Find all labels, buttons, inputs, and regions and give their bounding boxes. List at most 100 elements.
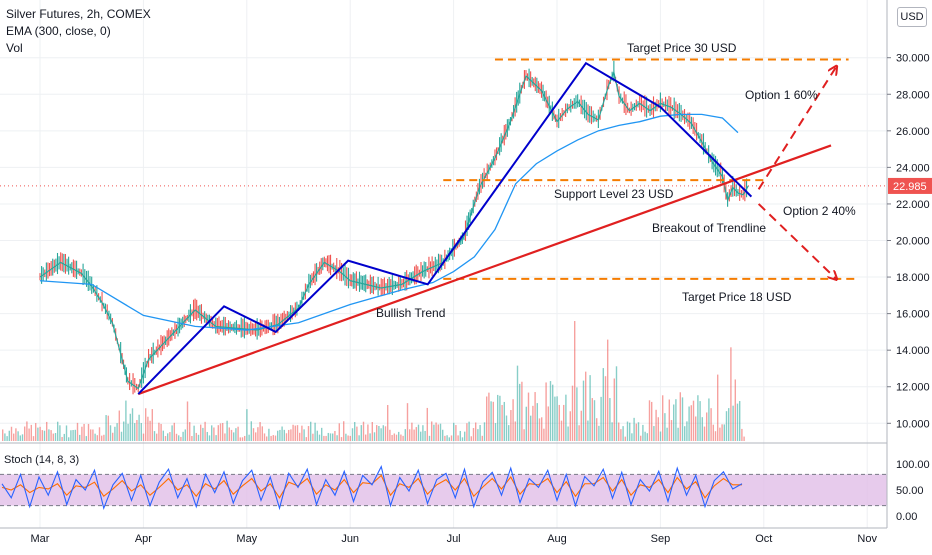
volume-bar [307, 426, 310, 441]
volume-bar [490, 401, 492, 441]
x-tick-label: May [236, 533, 257, 545]
volume-bar [468, 421, 470, 441]
volume-bar [670, 420, 673, 441]
volume-bar [538, 418, 541, 441]
volume-bar [327, 432, 329, 441]
volume-bar [681, 397, 684, 441]
volume-bar [112, 432, 114, 441]
volume-bar [285, 433, 288, 441]
volume-bar [35, 423, 37, 441]
volume-bar [54, 433, 57, 441]
volume-bar [325, 435, 327, 441]
volume-bar [413, 429, 415, 441]
volume-bar [578, 425, 580, 441]
volume-bar [398, 431, 400, 441]
volume-bar [734, 379, 736, 441]
volume-bar [692, 400, 695, 441]
volume-bar [428, 435, 431, 441]
volume-bar [547, 406, 549, 441]
volume-bar [459, 430, 461, 441]
volume-bar [404, 429, 406, 441]
y-tick-label: 28.000 [896, 89, 930, 101]
volume-bar [563, 404, 565, 441]
x-tick-label: Apr [135, 533, 152, 545]
symbol-title[interactable]: Silver Futures, 2h, COMEX [6, 7, 151, 21]
volume-bar [741, 428, 743, 441]
volume-bar [250, 421, 252, 441]
ema-legend[interactable]: EMA (300, close, 0) [6, 24, 111, 38]
volume-bar [76, 422, 79, 441]
breakout-label: Breakout of Trendline [652, 221, 766, 235]
volume-bar [30, 424, 32, 441]
y-tick-label: 26.000 [896, 126, 930, 138]
volume-bar [356, 426, 358, 441]
price-line [39, 70, 749, 390]
volume-bar [371, 422, 373, 441]
volume-bar [686, 421, 688, 441]
volume-bar [26, 421, 28, 441]
volume-bar [545, 382, 547, 441]
volume-bar [90, 429, 92, 441]
y-tick-label: 10.000 [896, 418, 930, 430]
volume-bar [37, 427, 39, 441]
volume-bar [620, 429, 622, 441]
volume-bar [600, 396, 602, 441]
volume-bar [142, 433, 145, 441]
volume-bar [268, 428, 270, 441]
volume-bar [426, 407, 428, 441]
volume-bar [391, 434, 393, 441]
volume-bar [259, 422, 261, 441]
volume-bar [228, 427, 230, 441]
volume-bar [294, 425, 296, 441]
volume-bar [651, 401, 653, 441]
volume-bar [6, 436, 8, 441]
stoch-legend: Stoch (14, 8, 3) [4, 454, 79, 466]
volume-bar [710, 408, 712, 441]
volume-bar [626, 421, 629, 441]
volume-bar [50, 430, 52, 441]
volume-bar [466, 423, 468, 441]
volume-bar [662, 395, 664, 441]
volume-bar [10, 426, 13, 441]
volume-bar [552, 384, 554, 441]
volume-bar [248, 434, 250, 441]
volume-bar [68, 437, 70, 441]
price-wicks [39, 60, 748, 395]
volume-bar [321, 427, 323, 441]
volume-bar [508, 425, 510, 441]
volume-bar [664, 413, 666, 441]
volume-bar [162, 430, 164, 441]
volume-bar [147, 416, 149, 441]
volume-bar [41, 430, 43, 441]
volume-legend[interactable]: Vol [6, 41, 23, 55]
volume-bar [635, 423, 637, 441]
ema-line [39, 113, 739, 331]
volume-bar [532, 405, 534, 441]
volume-bar [492, 401, 494, 441]
volume-bar [435, 422, 437, 441]
volume-bar [134, 423, 136, 441]
volume-bar [202, 427, 204, 441]
volume-bar [613, 378, 615, 441]
volume-bar [164, 436, 167, 441]
volume-bar [109, 425, 112, 441]
volume-bar [470, 436, 472, 441]
volume-bar [211, 425, 213, 441]
volume-bar [712, 424, 714, 441]
volume-bar [576, 387, 578, 441]
volume-bar [279, 429, 281, 441]
currency-button[interactable]: USD [897, 7, 927, 27]
volume-bar [728, 408, 730, 441]
volume-bar [723, 424, 725, 441]
volume-bar [483, 422, 486, 441]
volume-bar [455, 425, 457, 441]
volume-bar [19, 435, 21, 441]
volume-bar [464, 431, 466, 441]
volume-bar [178, 435, 180, 441]
volume-bar [92, 429, 94, 441]
volume-bar [13, 433, 15, 441]
volume-bar [365, 434, 367, 441]
volume-bar [534, 392, 536, 441]
